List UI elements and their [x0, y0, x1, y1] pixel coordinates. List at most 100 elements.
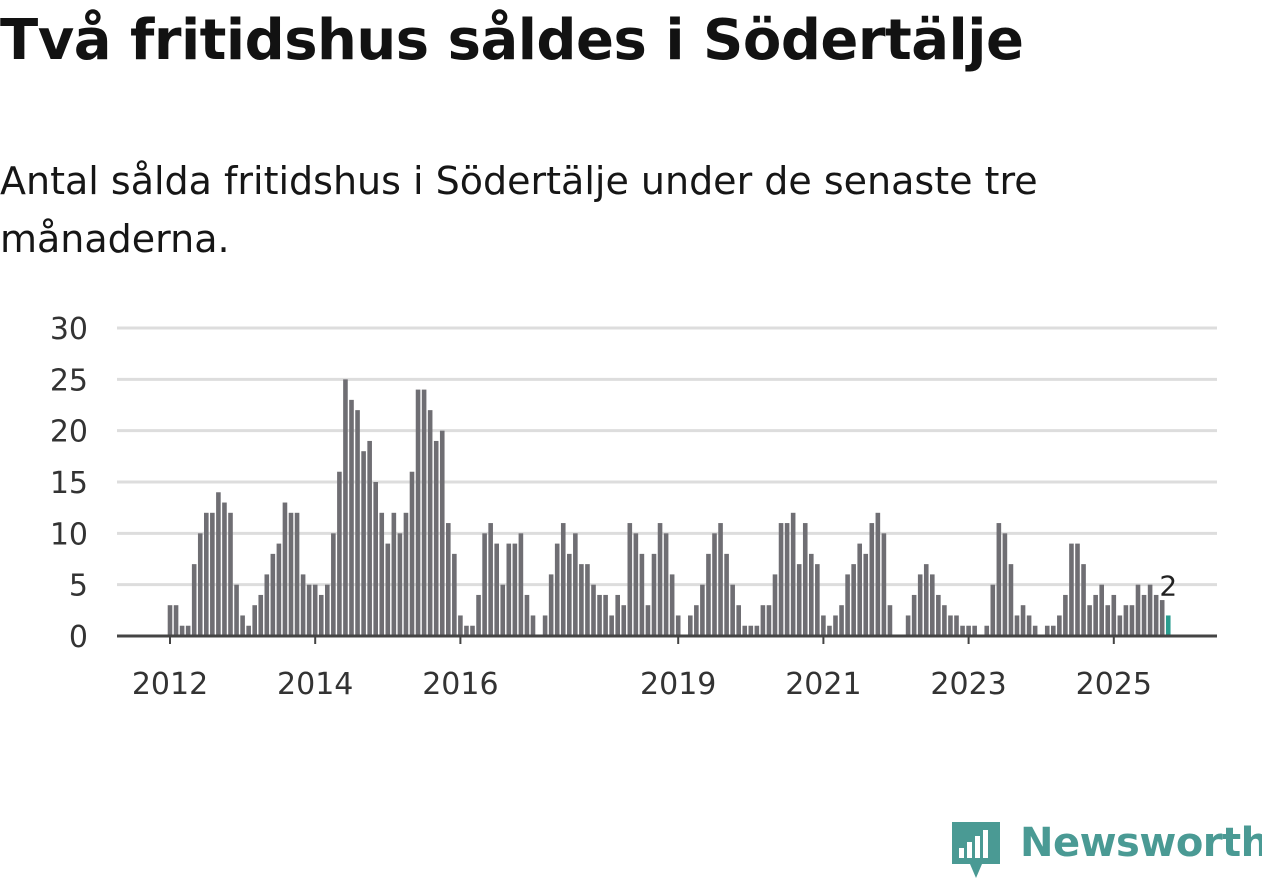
bar [748, 625, 754, 636]
bar [458, 615, 463, 636]
bar [790, 512, 796, 636]
bar [367, 440, 372, 636]
bar [325, 584, 330, 636]
bar [960, 625, 965, 636]
bar [506, 543, 512, 636]
bar [796, 564, 802, 636]
bar [881, 533, 887, 636]
x-tick-label: 2025 [1076, 667, 1152, 702]
bar [645, 605, 651, 636]
bar [936, 594, 941, 636]
bar [258, 594, 264, 636]
bar [591, 584, 596, 636]
bar [1002, 533, 1008, 636]
bar [288, 512, 294, 636]
bar [222, 502, 227, 636]
bar [1099, 584, 1104, 636]
bar [1153, 594, 1159, 636]
bar [524, 594, 530, 636]
bar [216, 492, 221, 636]
bar [439, 430, 445, 636]
bar [784, 523, 790, 636]
bars [167, 379, 1171, 636]
bar [579, 564, 584, 636]
last-value-label: 2 [1159, 569, 1177, 602]
bar [736, 605, 741, 636]
bar-chart-pin-icon [952, 822, 1000, 878]
bar [639, 553, 645, 636]
bar [851, 564, 856, 636]
bar [905, 615, 911, 636]
bar [500, 584, 506, 636]
bar [833, 615, 838, 636]
bar [845, 574, 850, 636]
bar [228, 512, 233, 636]
bar [373, 482, 378, 636]
bar [1093, 594, 1098, 636]
y-tick-label: 10 [50, 517, 88, 552]
bar [488, 523, 493, 636]
bar [724, 553, 729, 636]
bar [802, 523, 808, 636]
bar [1117, 615, 1123, 636]
bar [476, 594, 481, 636]
y-tick-label: 0 [69, 620, 88, 655]
bar [1069, 543, 1074, 636]
bar [821, 615, 826, 636]
bar [385, 543, 391, 636]
bar [706, 553, 711, 636]
bar [984, 625, 990, 636]
bar [573, 533, 578, 636]
bar [403, 512, 409, 636]
bar [482, 533, 487, 636]
bar [452, 553, 457, 636]
bar [494, 543, 499, 636]
bar [1135, 584, 1141, 636]
bar [433, 440, 439, 636]
bar [633, 533, 639, 636]
x-tick-label: 2012 [132, 667, 208, 702]
bar [1081, 564, 1086, 636]
bar [930, 574, 935, 636]
bar [857, 543, 862, 636]
bar [252, 605, 257, 636]
bar [839, 605, 844, 636]
bar [1105, 605, 1111, 636]
bar [917, 574, 923, 636]
y-tick-label: 20 [50, 415, 88, 450]
bar [760, 605, 766, 636]
bar [246, 625, 251, 636]
bar [730, 584, 735, 636]
bar [809, 553, 814, 636]
bar [464, 625, 469, 636]
chart-subtitle: Antal sålda fritidshus i Södertälje unde… [0, 159, 1038, 261]
x-tick-label: 2016 [422, 667, 498, 702]
bar [512, 543, 518, 636]
bar [173, 605, 179, 636]
bar [742, 625, 748, 636]
bar [1020, 605, 1026, 636]
bar [615, 594, 620, 636]
x-tick-label: 2014 [277, 667, 353, 702]
y-tick-label: 15 [50, 466, 88, 501]
bar [518, 533, 524, 636]
bar [185, 625, 191, 636]
bar [318, 594, 324, 636]
bar [234, 584, 239, 636]
x-tick-label: 2021 [785, 667, 861, 702]
bar [1032, 625, 1038, 636]
bar [1063, 594, 1068, 636]
bar [609, 615, 614, 636]
bar [597, 594, 602, 636]
bar [554, 543, 560, 636]
bar [700, 584, 705, 636]
bar [548, 574, 554, 636]
bar [887, 605, 893, 636]
bar [911, 594, 917, 636]
bar [663, 533, 669, 636]
bar [990, 584, 996, 636]
bar [772, 574, 778, 636]
bar [355, 410, 360, 636]
